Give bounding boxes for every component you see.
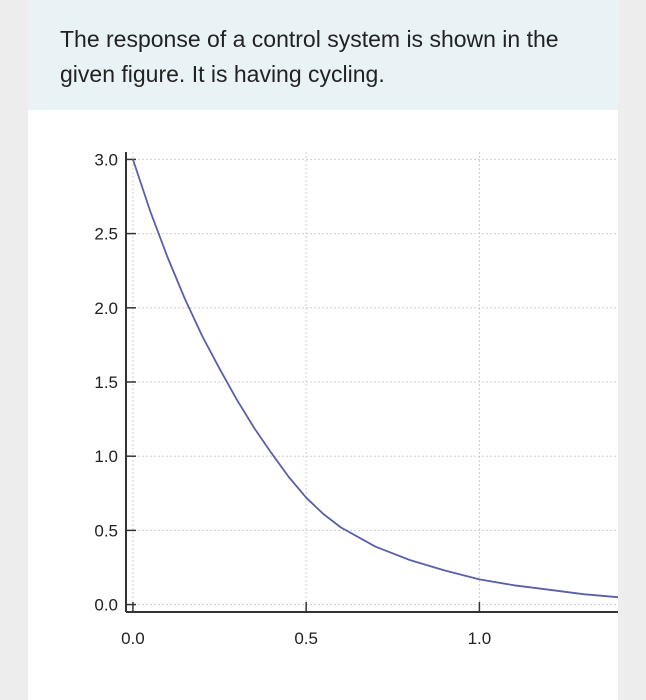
y-tick-label-2: 1.0 bbox=[94, 447, 118, 466]
y-tick-label-3: 1.5 bbox=[94, 373, 118, 392]
y-tick-label-4: 2.0 bbox=[94, 299, 118, 318]
x-tick-label-2: 1.0 bbox=[468, 629, 492, 648]
y-tick-label-0: 0.0 bbox=[94, 596, 118, 615]
question-text: The response of a control system is show… bbox=[60, 26, 559, 87]
chart-tick-labels: 0.0 0.5 1.0 1.5 2.0 2.5 3.0 0.0 0.5 1.0 bbox=[94, 150, 491, 648]
series-line-0 bbox=[132, 159, 618, 599]
x-tick-label-1: 0.5 bbox=[294, 629, 318, 648]
question-box: The response of a control system is show… bbox=[28, 0, 618, 110]
y-tick-label-1: 0.5 bbox=[94, 521, 118, 540]
y-tick-label-5: 2.5 bbox=[94, 225, 118, 244]
response-chart: 0.0 0.5 1.0 1.5 2.0 2.5 3.0 0.0 0.5 1.0 bbox=[94, 150, 618, 648]
chart-ticks bbox=[126, 158, 481, 612]
y-tick-label-6: 3.0 bbox=[94, 150, 118, 169]
chart-grid bbox=[126, 152, 618, 612]
x-tick-label-0: 0.0 bbox=[121, 629, 145, 648]
chart-series bbox=[132, 159, 618, 599]
